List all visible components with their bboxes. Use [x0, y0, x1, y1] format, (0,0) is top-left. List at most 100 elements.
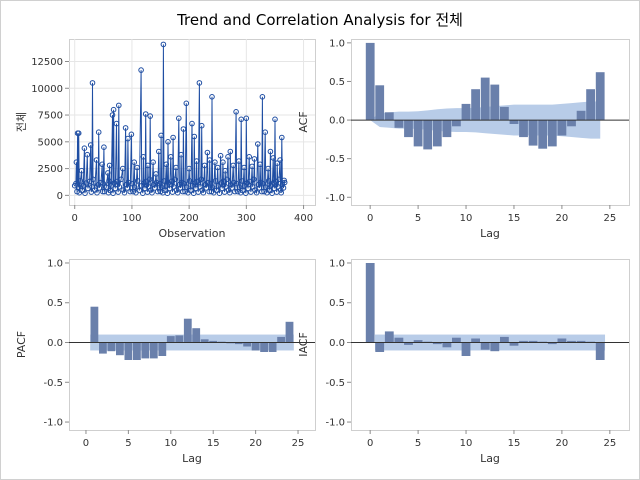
- y-tick-label: 7500: [38, 111, 63, 122]
- series-point: [254, 141, 261, 147]
- bar-lag-24: [285, 321, 294, 343]
- series-point: [153, 171, 159, 177]
- series-point: [271, 180, 277, 186]
- series-point: [272, 116, 278, 123]
- series-point: [270, 155, 277, 161]
- series-point: [75, 184, 81, 191]
- bar-lag-13: [192, 328, 201, 343]
- series-point: [214, 164, 221, 171]
- y-tick-label: 1.0: [329, 258, 345, 269]
- series-point: [263, 184, 269, 191]
- x-tick-label: 20: [556, 213, 569, 224]
- series-point: [132, 184, 138, 191]
- series-point: [236, 184, 243, 191]
- series-point: [95, 129, 102, 135]
- x-axis-label: Lag: [480, 452, 500, 465]
- series-point: [244, 180, 250, 186]
- series-point: [276, 176, 282, 183]
- bar-lag-14: [500, 106, 509, 120]
- series-point: [140, 154, 147, 160]
- series-point: [232, 188, 238, 195]
- x-tick-label: 200: [180, 213, 199, 224]
- series-point: [196, 80, 203, 86]
- series-point: [158, 184, 165, 191]
- y-tick-label: 0.0: [47, 338, 63, 349]
- bar-lag-16: [519, 340, 528, 343]
- series-point: [87, 142, 94, 148]
- series-point: [206, 157, 213, 163]
- series-point: [164, 190, 171, 196]
- series-point: [93, 157, 100, 163]
- series-point: [204, 149, 211, 156]
- series-point: [209, 184, 216, 191]
- series-point: [131, 159, 137, 165]
- bar-lag-24: [595, 72, 605, 121]
- bar-lag-22: [268, 342, 277, 352]
- bar-lag-8: [149, 342, 158, 359]
- series-point: [73, 159, 80, 165]
- x-tick-label: 10: [460, 213, 473, 224]
- bar-lag-11: [471, 338, 480, 343]
- series-point: [251, 176, 257, 183]
- bar-lag-3: [394, 337, 404, 343]
- series-point: [217, 152, 224, 159]
- series-point: [180, 188, 186, 195]
- series-point: [262, 129, 269, 135]
- panel-series: 0 100 200 300 400 0 2500 5000 7500 10000 12500 Obse…: [15, 39, 316, 240]
- y-tick-label: -0.5: [325, 154, 345, 165]
- series-point: [154, 188, 161, 195]
- bar-lag-8: [442, 342, 452, 348]
- series-point: [201, 162, 208, 169]
- series-point: [134, 178, 141, 184]
- series-point: [89, 184, 95, 190]
- series-point: [128, 131, 135, 138]
- series-point: [77, 178, 84, 184]
- bar-lag-20: [557, 338, 567, 343]
- bar-lag-7: [432, 120, 442, 147]
- bar-lag-21: [567, 340, 576, 343]
- series-point: [186, 165, 192, 172]
- bar-lag-0: [365, 263, 375, 343]
- series-point: [184, 184, 190, 191]
- x-tick-label: 5: [415, 438, 421, 449]
- bar-lag-24: [595, 342, 605, 360]
- series-point: [243, 115, 250, 122]
- series-point: [249, 163, 255, 170]
- series-point: [145, 162, 151, 169]
- x-tick-label: 0: [367, 438, 373, 449]
- series-point: [186, 178, 193, 184]
- series-point: [170, 184, 177, 190]
- series-point: [168, 154, 174, 160]
- bar-lag-12: [480, 342, 490, 350]
- bar-lag-6: [133, 342, 141, 360]
- series-point: [113, 120, 120, 127]
- y-tick-label: 5000: [38, 137, 63, 148]
- bar-lag-14: [200, 339, 209, 343]
- series-point: [115, 189, 121, 195]
- bar-lag-3: [107, 342, 116, 352]
- series-point: [189, 120, 195, 127]
- series-point: [253, 189, 260, 196]
- series-point: [203, 185, 210, 191]
- x-axis-label: Lag: [182, 452, 202, 465]
- panel-iacf: 0 5 10 15 20 25 -1.0 -0.5 0.0 0.5 1.0 Lag IACF: [297, 258, 630, 465]
- bar-lag-18: [538, 120, 548, 149]
- y-tick-label: 12500: [31, 57, 63, 68]
- series-point: [246, 154, 252, 160]
- bar-lag-11: [471, 89, 480, 121]
- y-tick-label: 0.5: [47, 298, 63, 309]
- bar-lag-16: [519, 120, 528, 138]
- series-point: [82, 190, 88, 196]
- series-point: [161, 178, 167, 184]
- series-point: [96, 185, 103, 191]
- x-tick-label: 25: [603, 438, 616, 449]
- y-axis-label: IACF: [297, 332, 310, 357]
- bar-lag-17: [528, 120, 538, 146]
- series-point: [239, 178, 245, 184]
- bar-lag-1: [375, 85, 385, 120]
- x-tick-label: 25: [603, 213, 616, 224]
- series-point: [101, 144, 107, 150]
- bar-lag-21: [260, 342, 268, 352]
- x-axis-label: Observation: [159, 227, 226, 240]
- bar-lag-9: [158, 342, 167, 356]
